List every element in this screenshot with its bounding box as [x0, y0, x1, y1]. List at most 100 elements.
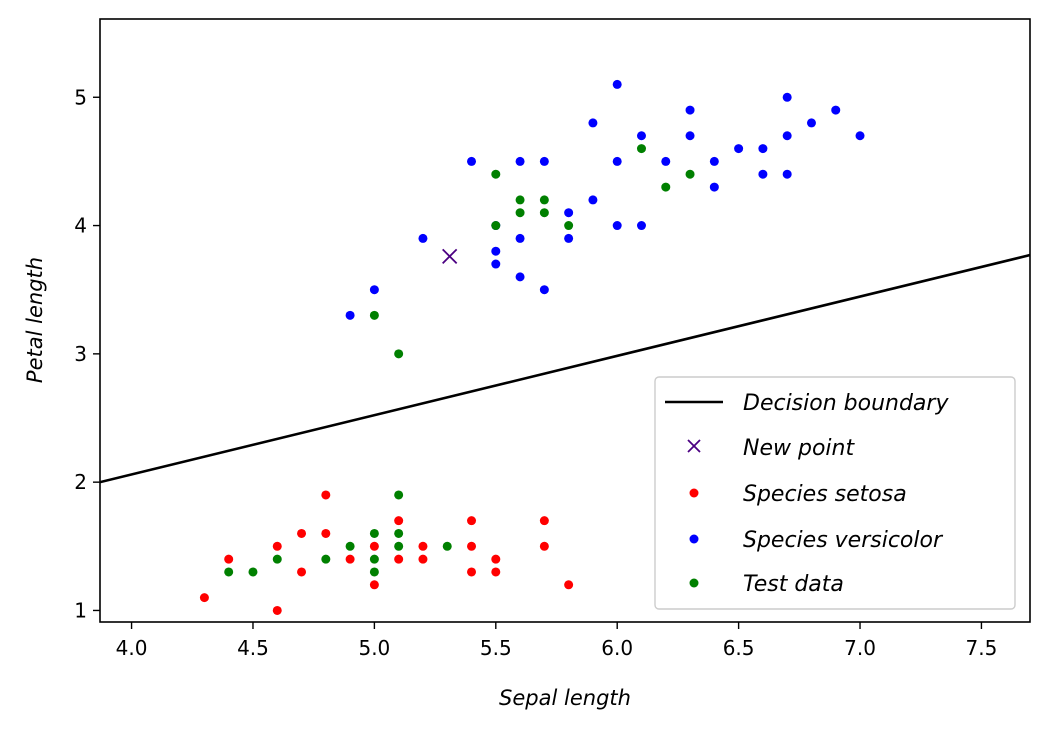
legend-marker-versicolor: [689, 534, 699, 544]
test-data-point: [394, 541, 404, 551]
setosa-point: [321, 490, 331, 500]
versicolor-point: [709, 182, 719, 192]
test-data-point: [369, 310, 379, 320]
versicolor-point: [612, 79, 622, 89]
test-data-point: [685, 169, 695, 179]
test-data-point: [491, 169, 501, 179]
versicolor-point: [636, 221, 646, 231]
x-tick-label: 4.0: [116, 636, 148, 660]
test-data-point: [539, 195, 549, 205]
legend: Decision boundary New point Species seto…: [654, 376, 1016, 610]
versicolor-point: [612, 221, 622, 231]
y-tick-label: 4: [74, 214, 87, 238]
versicolor-point: [345, 310, 355, 320]
versicolor-point: [515, 272, 525, 282]
legend-marker-new-point: [687, 439, 701, 453]
versicolor-point: [491, 246, 501, 256]
test-data-point: [321, 554, 331, 564]
x-tick-label: 5.5: [480, 636, 512, 660]
test-data-point: [394, 490, 404, 500]
setosa-point: [199, 593, 209, 603]
legend-marker-test-data: [689, 578, 699, 588]
test-data-point: [661, 182, 671, 192]
test-data-point: [248, 567, 258, 577]
versicolor-point: [564, 208, 574, 218]
legend-label-decision-boundary: Decision boundary: [743, 391, 949, 416]
versicolor-point: [806, 118, 816, 128]
legend-label-test-data: Test data: [743, 572, 844, 597]
versicolor-point: [636, 131, 646, 141]
x-tick-label: 4.5: [237, 636, 269, 660]
versicolor-point: [782, 169, 792, 179]
legend-label-setosa: Species setosa: [743, 482, 907, 507]
versicolor-point: [734, 144, 744, 154]
legend-box: [654, 376, 1016, 610]
legend-label-new-point: New point: [743, 436, 855, 461]
test-data-point: [224, 567, 234, 577]
versicolor-point: [612, 156, 622, 166]
setosa-point: [297, 528, 307, 538]
versicolor-point: [515, 156, 525, 166]
test-data-point: [369, 554, 379, 564]
x-tick-label: 6.0: [601, 636, 633, 660]
setosa-point: [491, 567, 501, 577]
test-data-point: [515, 195, 525, 205]
test-data-point: [564, 221, 574, 231]
x-tick-label: 7.5: [966, 636, 998, 660]
setosa-point: [321, 528, 331, 538]
setosa-point: [564, 580, 574, 590]
setosa-point: [272, 605, 282, 615]
versicolor-point: [685, 131, 695, 141]
versicolor-point: [782, 131, 792, 141]
versicolor-point: [369, 285, 379, 295]
y-tick-label: 5: [74, 85, 87, 109]
versicolor-point: [588, 118, 598, 128]
test-data-point: [636, 144, 646, 154]
x-tick-label: 6.5: [723, 636, 755, 660]
setosa-point: [418, 541, 428, 551]
versicolor-point: [539, 156, 549, 166]
versicolor-point: [564, 233, 574, 243]
versicolor-point: [491, 259, 501, 269]
test-data-point: [345, 541, 355, 551]
versicolor-point: [685, 105, 695, 115]
setosa-point: [418, 554, 428, 564]
versicolor-point: [758, 144, 768, 154]
axes-frame: [99, 18, 1031, 623]
setosa-point: [369, 580, 379, 590]
setosa-point: [224, 554, 234, 564]
test-data-point: [369, 567, 379, 577]
versicolor-point: [588, 195, 598, 205]
test-data-point: [491, 221, 501, 231]
legend-marker-setosa: [689, 488, 699, 498]
y-tick-label: 3: [74, 342, 87, 366]
versicolor-point: [539, 285, 549, 295]
x-axis-ticks: 4.0 4.5 5.0 5.5 6.0 6.5 7.0 7.5: [116, 622, 998, 660]
decision-boundary-line: [100, 253, 1030, 484]
setosa-point: [297, 567, 307, 577]
y-tick-label: 1: [74, 598, 87, 622]
y-axis-label: Petal length: [23, 257, 47, 383]
test-data-point: [442, 541, 452, 551]
versicolor-point: [758, 169, 768, 179]
versicolor-point: [831, 105, 841, 115]
setosa-point: [369, 541, 379, 551]
setosa-point: [394, 554, 404, 564]
plot-area: [100, 79, 1030, 615]
legend-label-versicolor: Species versicolor: [743, 528, 944, 553]
versicolor-point: [855, 131, 865, 141]
setosa-point: [394, 516, 404, 526]
test-data-point: [272, 554, 282, 564]
y-axis-ticks: 1 2 3 4 5: [74, 85, 100, 622]
versicolor-point: [782, 92, 792, 102]
test-data-point: [369, 528, 379, 538]
setosa-point: [345, 554, 355, 564]
setosa-point: [491, 554, 501, 564]
setosa-point: [272, 541, 282, 551]
x-tick-label: 5.0: [358, 636, 390, 660]
test-data-point: [394, 349, 404, 359]
setosa-point: [467, 541, 477, 551]
setosa-point: [539, 516, 549, 526]
x-tick-label: 7.0: [844, 636, 876, 660]
